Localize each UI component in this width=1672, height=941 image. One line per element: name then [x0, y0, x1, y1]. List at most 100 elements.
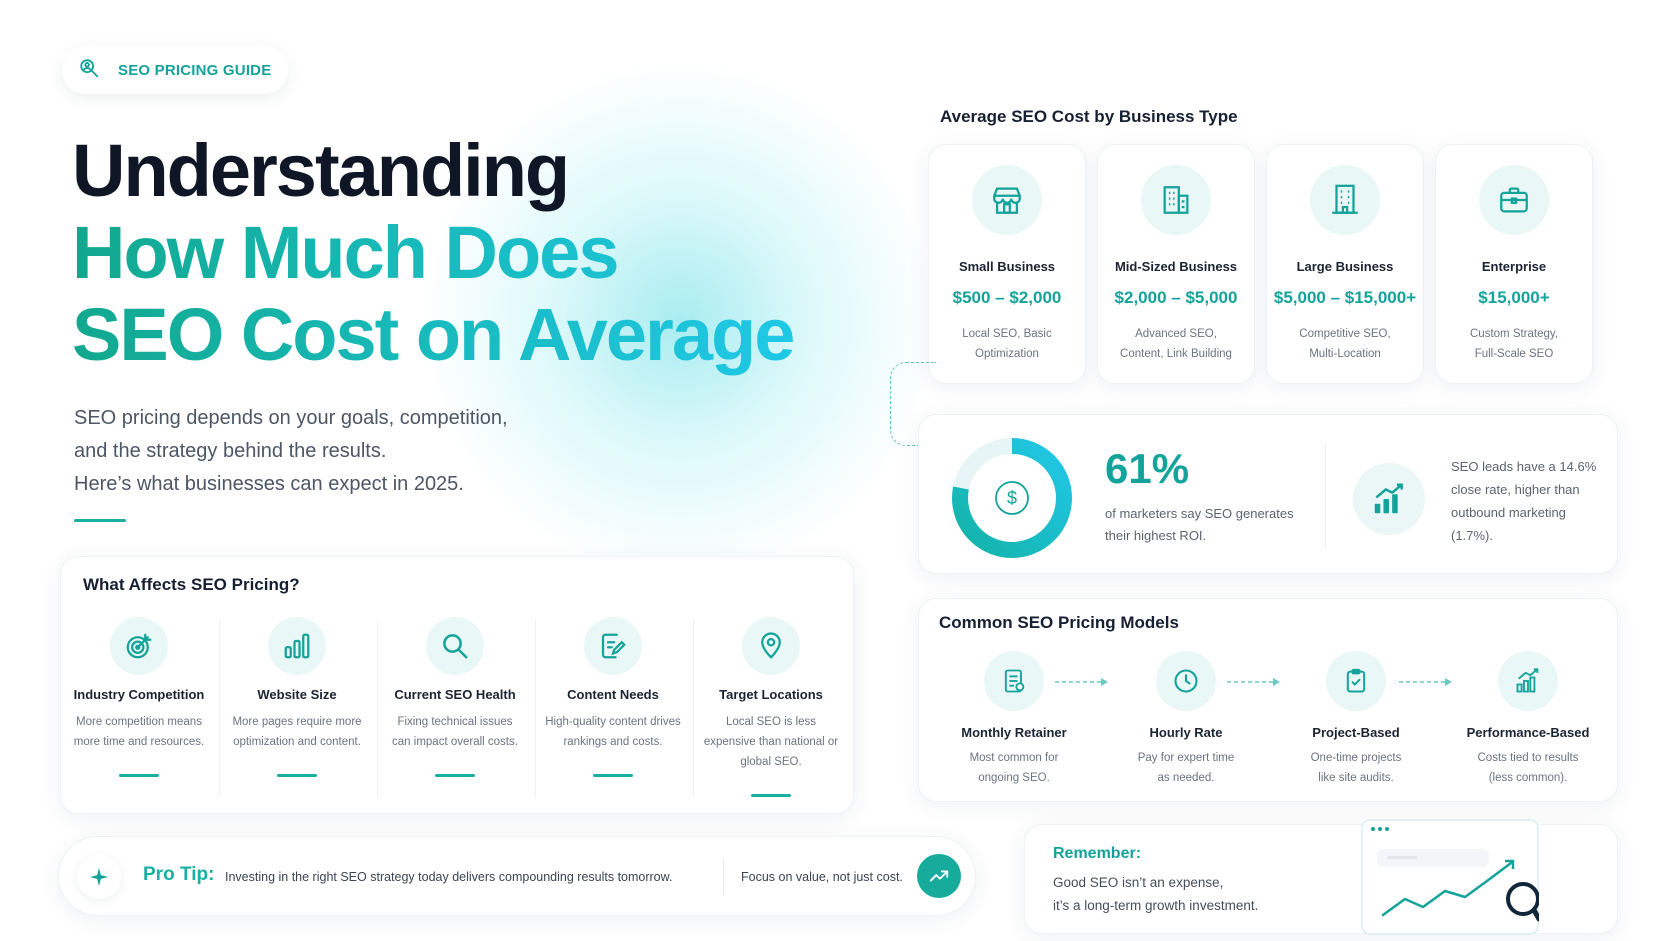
- briefcase-icon: [1479, 165, 1549, 235]
- factor-accent-bar: [119, 774, 159, 777]
- factors-title: What Affects SEO Pricing?: [83, 575, 300, 594]
- growth-chart-icon: [1498, 651, 1558, 711]
- cost-card-large-business: Large Business $5,000 – $15,000+ Competi…: [1266, 144, 1424, 384]
- pro-tip-label: Pro Tip:: [143, 864, 215, 885]
- pricing-model-item: Monthly Retainer Most common for ongoing…: [939, 651, 1089, 788]
- business-type-name: Small Business: [958, 259, 1056, 274]
- factor-description: Local SEO is less expensive than nationa…: [703, 716, 839, 768]
- pricing-factors-card: What Affects SEO Pricing? Industry Compe…: [60, 556, 854, 814]
- search-person-icon: [78, 57, 100, 84]
- business-type-name: Mid-Sized Business: [1114, 259, 1238, 274]
- cost-description-line: Full-Scale SEO: [1474, 348, 1554, 360]
- cost-description-line: Custom Strategy,: [1470, 328, 1558, 340]
- guide-badge: SEO PRICING GUIDE: [62, 46, 288, 94]
- pricing-model-item: Project-Based One-time projects like sit…: [1281, 651, 1431, 788]
- business-type-name: Enterprise: [1481, 259, 1547, 274]
- clock-icon: [1156, 651, 1216, 711]
- office-tower-icon: [1310, 165, 1380, 235]
- models-title: Common SEO Pricing Models: [939, 613, 1179, 632]
- divider: [1325, 443, 1326, 549]
- dashed-arrow-icon: [1399, 678, 1452, 686]
- factor-item: Website Size More pages require more opt…: [219, 617, 375, 797]
- hero-title-line-1: Understanding: [72, 129, 570, 212]
- price-range: $2,000 – $5,000: [1114, 288, 1238, 307]
- model-description-line: (less common).: [1488, 772, 1568, 784]
- model-description: Pay for expert time as needed.: [1111, 748, 1261, 788]
- background-glow: [420, 60, 940, 580]
- factor-description: High-quality content drives rankings and…: [545, 716, 681, 748]
- model-name: Hourly Rate: [1149, 725, 1223, 740]
- factor-accent-bar: [435, 774, 475, 777]
- roi-donut: $: [952, 438, 1072, 558]
- remember-text: Good SEO isn’t an expense, it’s a long-t…: [1053, 871, 1258, 917]
- cost-description: Competitive SEO, Multi-Location: [1267, 324, 1423, 364]
- cost-description: Advanced SEO, Content, Link Building: [1098, 324, 1254, 364]
- pro-tip-focus: Focus on value, not just cost.: [741, 870, 903, 884]
- cost-card-mid-sized-business: Mid-Sized Business $2,000 – $5,000 Advan…: [1097, 144, 1255, 384]
- price-range: $500 – $2,000: [952, 288, 1062, 307]
- model-description-line: like site audits.: [1318, 772, 1394, 784]
- document-edit-icon: [584, 617, 642, 675]
- business-type-name: Large Business: [1296, 259, 1394, 274]
- cost-section-title: Average SEO Cost by Business Type: [940, 107, 1238, 126]
- subtitle-line: Here’s what businesses can expect in 202…: [74, 473, 464, 495]
- model-description: One-time projects like site audits.: [1281, 748, 1431, 788]
- hero-title: Understanding How Much Does SEO Cost on …: [72, 129, 795, 376]
- dollar-icon: $: [995, 481, 1029, 515]
- stat-description: of marketers say SEO generates their hig…: [1105, 506, 1294, 543]
- cost-description: Custom Strategy, Full-Scale SEO: [1436, 324, 1592, 364]
- dashed-arrow-icon: [1227, 678, 1280, 686]
- pro-tip-text: Investing in the right SEO strategy toda…: [225, 870, 673, 884]
- model-name: Performance-Based: [1466, 725, 1590, 740]
- divider: [723, 859, 724, 895]
- cost-description-line: Content, Link Building: [1120, 348, 1232, 360]
- cost-description-line: Local SEO, Basic: [962, 328, 1052, 340]
- dashed-connector: [890, 362, 936, 446]
- badge-label: SEO PRICING GUIDE: [118, 61, 272, 79]
- search-icon: [426, 617, 484, 675]
- model-description: Most common for ongoing SEO.: [939, 748, 1089, 788]
- clipboard-check-icon: [1326, 651, 1386, 711]
- hero-title-line-2: How Much Does: [72, 212, 793, 294]
- donut-arc: [952, 438, 1072, 558]
- cost-description: Local SEO, Basic Optimization: [929, 324, 1085, 364]
- stat-percent: 61%: [1105, 445, 1190, 492]
- trend-up-icon: [929, 870, 949, 882]
- remember-card: Remember: Good SEO isn’t an expense, it’…: [1024, 819, 1618, 935]
- target-icon: [110, 617, 168, 675]
- leads-stat-description: SEO leads have a 14.6% close rate, highe…: [1451, 459, 1597, 543]
- cost-description-line: Competitive SEO,: [1299, 328, 1391, 340]
- model-description-line: Pay for expert time: [1137, 752, 1235, 764]
- factor-description: More competition means more time and res…: [73, 716, 205, 748]
- trend-up-button[interactable]: [917, 854, 961, 898]
- subtitle-line: SEO pricing depends on your goals, compe…: [74, 407, 508, 429]
- factor-name: Industry Competition: [73, 687, 205, 702]
- remember-title: Remember:: [1053, 845, 1142, 862]
- storefront-icon: [972, 165, 1042, 235]
- model-description-line: Most common for: [969, 752, 1059, 764]
- model-name: Project-Based: [1312, 725, 1400, 740]
- model-description-line: One-time projects: [1310, 752, 1402, 764]
- pro-tip-bar: Pro Tip: Investing in the right SEO stra…: [58, 836, 976, 916]
- accent-divider: [74, 519, 126, 522]
- cost-description-line: Advanced SEO,: [1135, 328, 1217, 340]
- factor-accent-bar: [277, 774, 317, 777]
- growth-bars-icon: [1353, 463, 1425, 535]
- factor-name: Current SEO Health: [394, 687, 516, 702]
- price-range: $5,000 – $15,000+: [1273, 288, 1417, 307]
- building-icon: [1141, 165, 1211, 235]
- model-name: Monthly Retainer: [961, 725, 1067, 740]
- cost-description-line: Optimization: [975, 348, 1039, 360]
- factor-name: Content Needs: [567, 687, 659, 702]
- hero-subtitle: SEO pricing depends on your goals, compe…: [74, 402, 508, 501]
- hero-title-line-3: SEO Cost on Average: [72, 293, 795, 376]
- factor-name: Website Size: [257, 687, 337, 702]
- factor-item: Industry Competition More competition me…: [61, 617, 217, 777]
- factor-item: Current SEO Health Fixing technical issu…: [377, 617, 533, 797]
- svg-text:$: $: [1007, 488, 1017, 508]
- pricing-model-item: Performance-Based Costs tied to results …: [1453, 651, 1603, 788]
- factor-accent-bar: [751, 794, 791, 797]
- factor-item: Content Needs High-quality content drive…: [535, 617, 691, 797]
- cost-card-enterprise: Enterprise $15,000+ Custom Strategy, Ful…: [1435, 144, 1593, 384]
- price-range: $15,000+: [1478, 288, 1550, 307]
